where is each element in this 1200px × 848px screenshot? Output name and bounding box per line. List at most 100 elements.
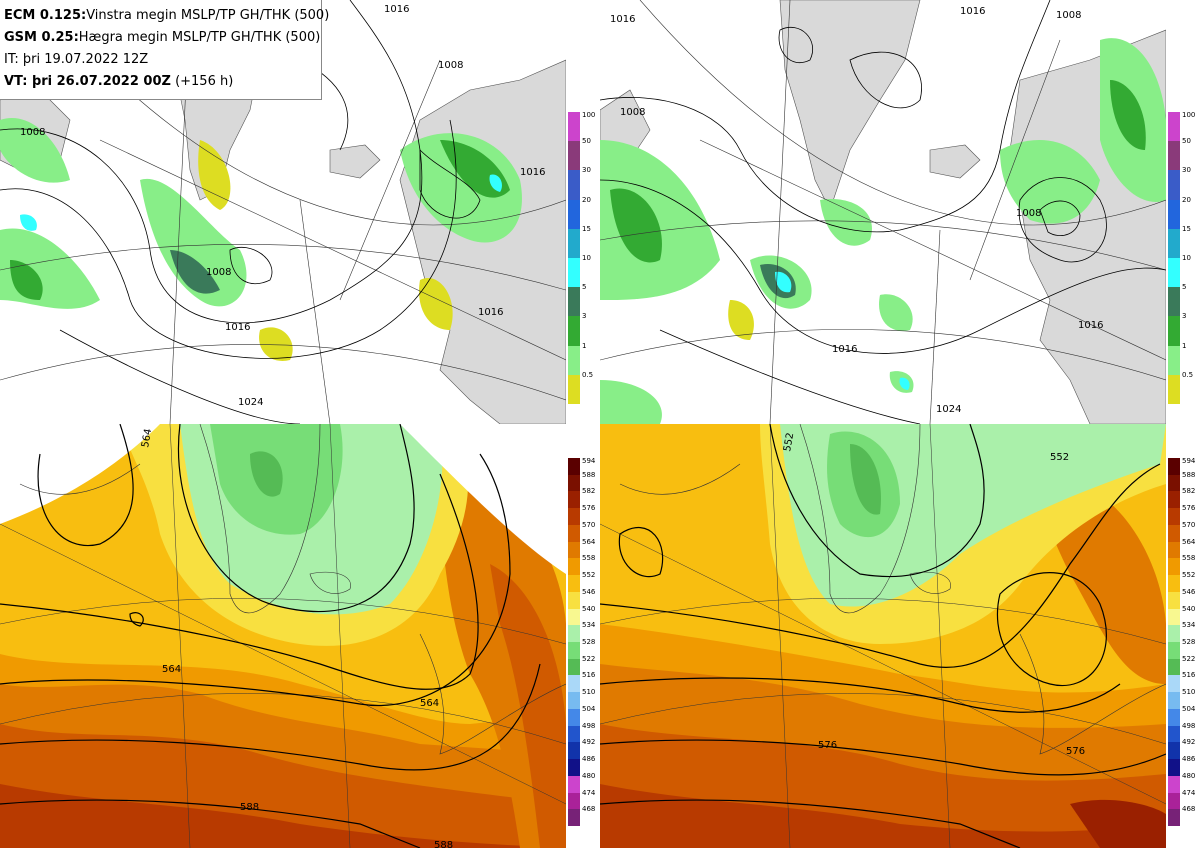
contour-label: 564 [140,428,154,449]
colorbar-swatch [568,809,580,827]
colorbar-tick-label: 468 [582,805,596,814]
isobar-label: 1008 [20,127,45,138]
init-time-line: IT: þri 19.07.2022 12Z [4,52,149,67]
colorbar-swatch [568,541,580,559]
colorbar-tick-label: 558 [1182,554,1196,563]
colorbar-tick-label: 15 [582,224,591,233]
colorbar-tick-label: 20 [1182,195,1191,204]
colorbar-swatch [1168,759,1180,777]
colorbar-tick-label: 486 [582,755,596,764]
valid-time-line: VT: þri 26.07.2022 00Z (+156 h) [4,74,234,89]
isobar-label: 1016 [225,322,250,333]
coastlines [619,424,1166,755]
colorbar-swatch [568,775,580,794]
colorbar-tick-label: 564 [1182,537,1196,546]
thickness-colorbar: 594 588 582 576 570 564 558 552 546 540 534 528 522 5… [1166,457,1200,827]
colorbar-tick-label: 5 [1182,283,1187,292]
colorbar-tick-label: 3 [582,312,587,321]
isobar-label: 1016 [384,4,409,15]
colorbar-tick-label: 516 [1182,671,1196,680]
colorbar-tick-label: 100 [582,111,596,119]
colorbar-tick-label: 534 [582,621,596,630]
colorbar-tick-label: 534 [1182,621,1196,630]
isobar-label: 1008 [620,107,645,118]
colorbar-tick-label: 468 [1182,805,1196,814]
colorbar-swatch [568,287,580,317]
contour-label: 564 [162,664,181,675]
colorbar-swatch [1168,775,1180,794]
graticule [0,424,566,848]
isobar-label: 1008 [206,267,231,278]
colorbar-swatch [1168,491,1180,509]
colorbar-tick-label: 0.5 [1182,370,1194,379]
isobar-label: 1016 [1078,320,1103,331]
colorbar-swatch [1168,792,1180,810]
isobars [600,0,1166,424]
isobar-label: 1016 [832,344,857,355]
colorbar-swatch [568,675,580,693]
colorbar-swatch [1168,708,1180,727]
colorbar-tick-label: 594 [1182,457,1196,465]
isobar-label: 1016 [960,6,985,17]
colorbar-swatch [568,508,580,526]
colorbar-swatch [568,558,580,576]
colorbar-tick-label: 546 [582,587,596,596]
colorbar-swatch [1168,170,1180,201]
colorbar-swatch [568,141,580,171]
colorbar-tick-label: 30 [1182,166,1191,175]
colorbar-swatch [568,642,580,660]
colorbar-tick-label: 516 [582,671,596,680]
colorbar-tick-label: 50 [1182,137,1191,146]
colorbar-swatch [1168,458,1180,476]
colorbar-swatch [568,725,580,743]
colorbar-swatch [568,708,580,727]
isobar-label: 1024 [238,397,263,408]
colorbar-swatch [568,608,580,626]
coastlines [19,424,566,755]
colorbar-tick-label: 1 [1182,341,1187,350]
colorbar-tick-label: 3 [1182,312,1187,321]
colorbar-swatch [1168,591,1180,610]
isobar-label: 1024 [936,404,961,415]
contour-label: 588 [434,840,453,848]
gsm-thickness-map: 552 552 576 576 [600,424,1166,848]
colorbar-tick-label: 546 [1182,587,1196,596]
colorbar-swatch [1168,725,1180,743]
contour-label: 576 [818,740,837,751]
colorbar-swatch [1168,642,1180,660]
contour-label: 588 [240,802,259,813]
colorbar-tick-label: 492 [1182,738,1196,747]
colorbar-tick-label: 486 [1182,755,1196,764]
graticule [600,0,1166,424]
colorbar-swatch [1168,258,1180,288]
colorbar-swatch [568,759,580,777]
colorbar-swatch [1168,141,1180,171]
colorbar-tick-label: 498 [1182,721,1196,730]
model-line-ecm: ECM 0.125:Vinstra megin MSLP/TP GH/THK (… [4,8,330,23]
colorbar-swatch [568,458,580,476]
isobar-label: 1016 [520,167,545,178]
colorbar-tick-label: 30 [582,166,591,175]
colorbar-swatch [1168,508,1180,526]
colorbar-swatch [568,374,580,405]
colorbar-swatch [568,228,580,259]
colorbar-tick-label: 528 [582,638,596,646]
colorbar-tick-label: 50 [582,137,591,146]
colorbar-swatch [568,658,580,676]
colorbar-swatch [568,112,580,142]
colorbar-swatch [568,316,580,347]
colorbar-swatch [568,345,580,376]
colorbar-tick-label: 15 [1182,224,1191,233]
colorbar-tick-label: 576 [1182,504,1196,513]
colorbar-swatch [1168,558,1180,576]
colorbar-swatch [568,575,580,593]
height-contours [0,424,541,848]
colorbar-tick-label: 564 [582,537,596,546]
colorbar-swatch [568,692,580,710]
height-contours [600,424,1166,848]
colorbar-tick-label: 474 [582,788,596,797]
colorbar-tick-label: 540 [1182,604,1196,613]
colorbar-tick-label: 510 [582,688,596,697]
colorbar-swatch [568,491,580,509]
graticule [600,424,1166,848]
